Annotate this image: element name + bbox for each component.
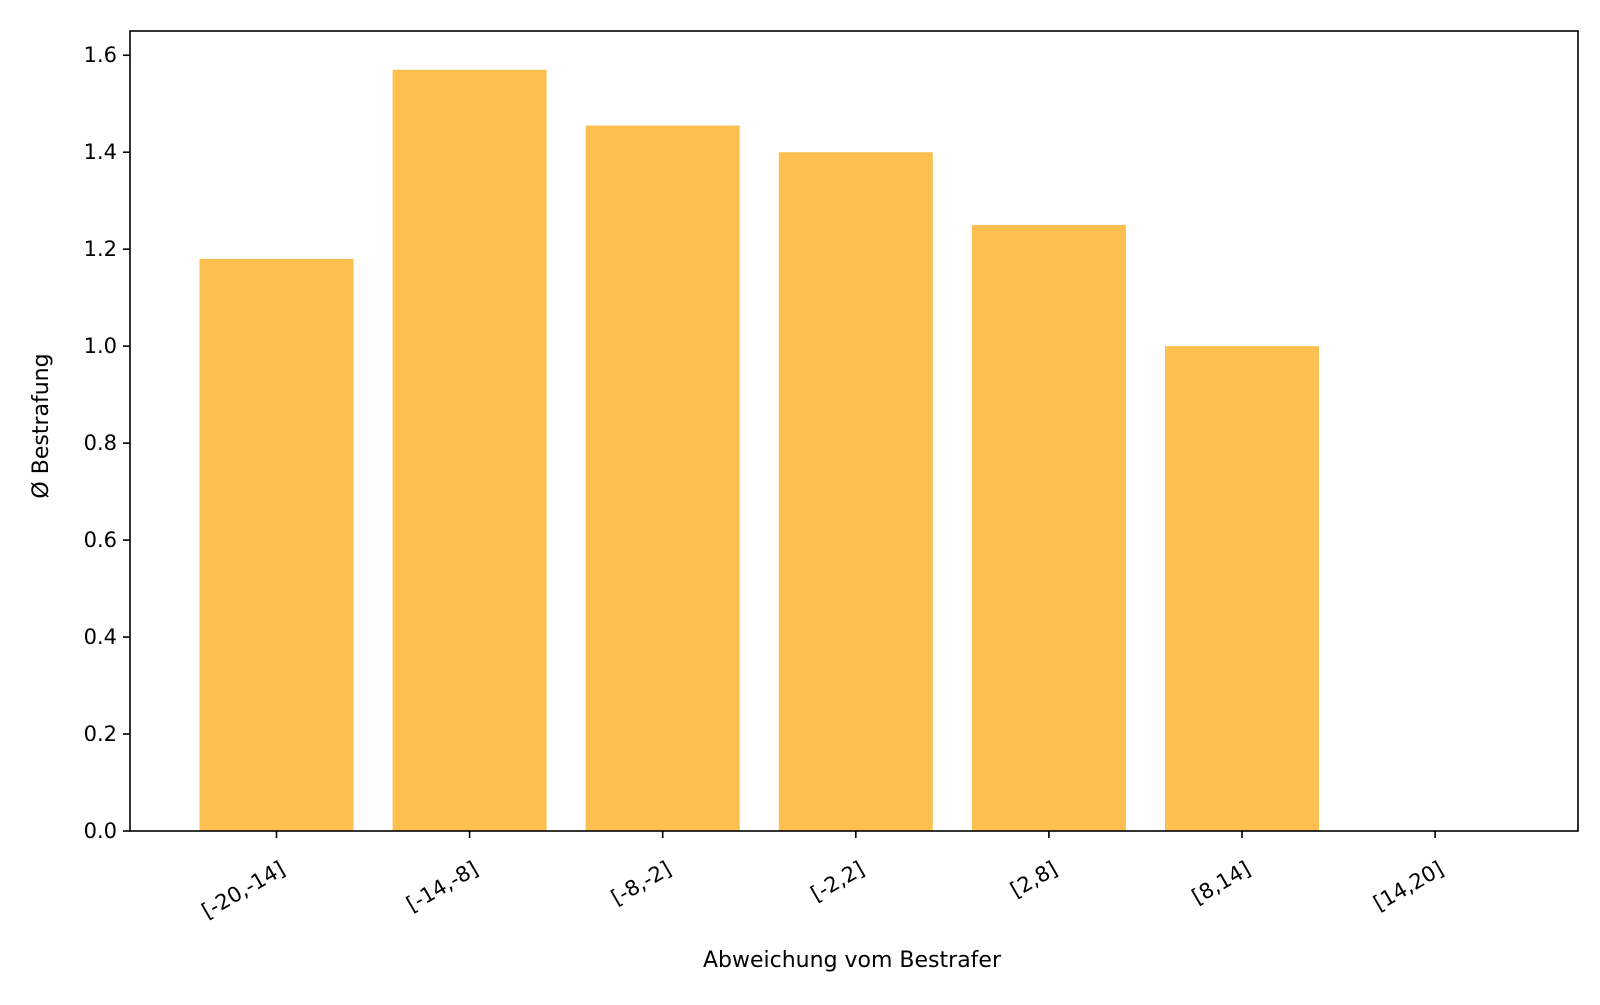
x-tick-label: [-8,-2] <box>607 857 675 910</box>
x-tick-label: [14,20] <box>1369 857 1447 916</box>
x-axis-label: Abweichung vom Bestrafer <box>703 948 1002 973</box>
y-tick-label: 0.0 <box>84 819 117 843</box>
x-tick-label: [2,8] <box>1006 857 1061 903</box>
y-axis: 0.0 0.2 0.4 0.6 0.8 1.0 1.2 1.4 1.6 <box>84 43 130 843</box>
bars-group <box>199 69 1319 831</box>
y-tick-label: 0.4 <box>84 625 117 649</box>
bar-2 <box>585 125 740 831</box>
plot-frame <box>129 30 1579 832</box>
x-tick-label: [-2,2] <box>807 857 869 906</box>
bar-4 <box>971 224 1126 831</box>
bar-0 <box>199 258 354 831</box>
y-tick-label: 1.6 <box>84 43 117 67</box>
x-tick-label: [-14,-8] <box>402 857 482 917</box>
y-tick-label: 1.4 <box>84 140 117 164</box>
x-tick-label: [8,14] <box>1188 857 1255 909</box>
y-tick-label: 0.8 <box>84 431 117 455</box>
y-tick-label: 0.2 <box>84 722 117 746</box>
y-tick-label: 0.6 <box>84 528 117 552</box>
y-axis-label: Ø Bestrafung <box>29 353 54 498</box>
bar-3 <box>778 152 933 831</box>
bar-5 <box>1165 346 1319 831</box>
y-tick-label: 1.2 <box>84 237 117 261</box>
y-tick-label: 1.0 <box>84 334 117 358</box>
x-axis: [-20,-14] [-14,-8] [-8,-2] [-2,2] [2,8] [8,14… <box>198 831 1448 923</box>
x-tick-label: [-20,-14] <box>198 857 289 924</box>
bar-1 <box>392 69 547 831</box>
